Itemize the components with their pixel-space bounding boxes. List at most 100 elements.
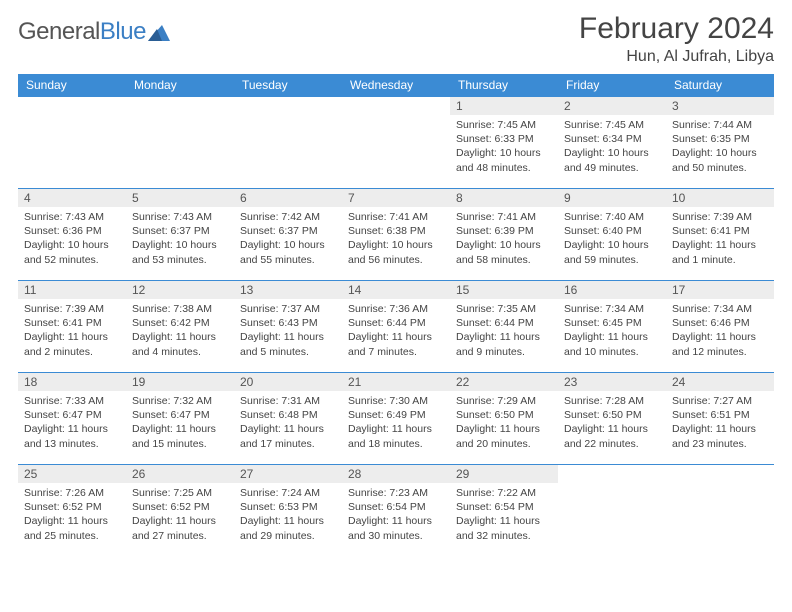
- day-content: Sunrise: 7:45 AMSunset: 6:34 PMDaylight:…: [558, 115, 666, 181]
- day-number: 1: [450, 97, 558, 115]
- weekday-header: Monday: [126, 74, 234, 97]
- calendar-cell: 18Sunrise: 7:33 AMSunset: 6:47 PMDayligh…: [18, 373, 126, 465]
- calendar-cell: 10Sunrise: 7:39 AMSunset: 6:41 PMDayligh…: [666, 189, 774, 281]
- day-number: 16: [558, 281, 666, 299]
- day-content: Sunrise: 7:34 AMSunset: 6:45 PMDaylight:…: [558, 299, 666, 365]
- day-number: 12: [126, 281, 234, 299]
- calendar-cell: 28Sunrise: 7:23 AMSunset: 6:54 PMDayligh…: [342, 465, 450, 557]
- calendar-cell: 9Sunrise: 7:40 AMSunset: 6:40 PMDaylight…: [558, 189, 666, 281]
- day-content: Sunrise: 7:40 AMSunset: 6:40 PMDaylight:…: [558, 207, 666, 273]
- day-content: Sunrise: 7:43 AMSunset: 6:36 PMDaylight:…: [18, 207, 126, 273]
- day-number: 22: [450, 373, 558, 391]
- calendar-cell: 26Sunrise: 7:25 AMSunset: 6:52 PMDayligh…: [126, 465, 234, 557]
- day-number: 20: [234, 373, 342, 391]
- day-number: 10: [666, 189, 774, 207]
- brand-triangle-icon: [148, 23, 170, 41]
- day-number: 14: [342, 281, 450, 299]
- day-content: Sunrise: 7:22 AMSunset: 6:54 PMDaylight:…: [450, 483, 558, 549]
- calendar-table: SundayMondayTuesdayWednesdayThursdayFrid…: [18, 74, 774, 557]
- calendar-cell: [126, 97, 234, 189]
- calendar-cell: [234, 97, 342, 189]
- calendar-row: 25Sunrise: 7:26 AMSunset: 6:52 PMDayligh…: [18, 465, 774, 557]
- calendar-cell: 1Sunrise: 7:45 AMSunset: 6:33 PMDaylight…: [450, 97, 558, 189]
- day-content: Sunrise: 7:39 AMSunset: 6:41 PMDaylight:…: [666, 207, 774, 273]
- day-content: Sunrise: 7:30 AMSunset: 6:49 PMDaylight:…: [342, 391, 450, 457]
- day-content: Sunrise: 7:44 AMSunset: 6:35 PMDaylight:…: [666, 115, 774, 181]
- calendar-cell: 3Sunrise: 7:44 AMSunset: 6:35 PMDaylight…: [666, 97, 774, 189]
- day-content: Sunrise: 7:43 AMSunset: 6:37 PMDaylight:…: [126, 207, 234, 273]
- calendar-cell: 17Sunrise: 7:34 AMSunset: 6:46 PMDayligh…: [666, 281, 774, 373]
- calendar-cell: 8Sunrise: 7:41 AMSunset: 6:39 PMDaylight…: [450, 189, 558, 281]
- weekday-header: Sunday: [18, 74, 126, 97]
- calendar-cell: 20Sunrise: 7:31 AMSunset: 6:48 PMDayligh…: [234, 373, 342, 465]
- calendar-cell: 23Sunrise: 7:28 AMSunset: 6:50 PMDayligh…: [558, 373, 666, 465]
- day-content: Sunrise: 7:28 AMSunset: 6:50 PMDaylight:…: [558, 391, 666, 457]
- calendar-cell: 22Sunrise: 7:29 AMSunset: 6:50 PMDayligh…: [450, 373, 558, 465]
- day-content: Sunrise: 7:24 AMSunset: 6:53 PMDaylight:…: [234, 483, 342, 549]
- day-number: 6: [234, 189, 342, 207]
- weekday-header: Friday: [558, 74, 666, 97]
- month-title: February 2024: [579, 12, 774, 46]
- calendar-cell: 4Sunrise: 7:43 AMSunset: 6:36 PMDaylight…: [18, 189, 126, 281]
- day-number: 19: [126, 373, 234, 391]
- calendar-row: 11Sunrise: 7:39 AMSunset: 6:41 PMDayligh…: [18, 281, 774, 373]
- calendar-cell: 7Sunrise: 7:41 AMSunset: 6:38 PMDaylight…: [342, 189, 450, 281]
- calendar-cell: 19Sunrise: 7:32 AMSunset: 6:47 PMDayligh…: [126, 373, 234, 465]
- title-block: February 2024 Hun, Al Jufrah, Libya: [579, 12, 774, 66]
- day-content: Sunrise: 7:41 AMSunset: 6:38 PMDaylight:…: [342, 207, 450, 273]
- day-number: 4: [18, 189, 126, 207]
- calendar-cell: 27Sunrise: 7:24 AMSunset: 6:53 PMDayligh…: [234, 465, 342, 557]
- day-content: Sunrise: 7:39 AMSunset: 6:41 PMDaylight:…: [18, 299, 126, 365]
- day-content: Sunrise: 7:25 AMSunset: 6:52 PMDaylight:…: [126, 483, 234, 549]
- calendar-cell: 15Sunrise: 7:35 AMSunset: 6:44 PMDayligh…: [450, 281, 558, 373]
- day-number: 29: [450, 465, 558, 483]
- day-content: Sunrise: 7:45 AMSunset: 6:33 PMDaylight:…: [450, 115, 558, 181]
- brand-logo: GeneralBlue: [18, 18, 170, 46]
- day-number: 28: [342, 465, 450, 483]
- day-number: 2: [558, 97, 666, 115]
- location: Hun, Al Jufrah, Libya: [579, 48, 774, 66]
- day-number: 26: [126, 465, 234, 483]
- calendar-cell: 13Sunrise: 7:37 AMSunset: 6:43 PMDayligh…: [234, 281, 342, 373]
- day-content: Sunrise: 7:29 AMSunset: 6:50 PMDaylight:…: [450, 391, 558, 457]
- day-content: Sunrise: 7:34 AMSunset: 6:46 PMDaylight:…: [666, 299, 774, 365]
- calendar-cell: [18, 97, 126, 189]
- day-number: 7: [342, 189, 450, 207]
- weekday-header-row: SundayMondayTuesdayWednesdayThursdayFrid…: [18, 74, 774, 97]
- day-content: Sunrise: 7:37 AMSunset: 6:43 PMDaylight:…: [234, 299, 342, 365]
- weekday-header: Tuesday: [234, 74, 342, 97]
- day-number: 8: [450, 189, 558, 207]
- day-content: Sunrise: 7:32 AMSunset: 6:47 PMDaylight:…: [126, 391, 234, 457]
- day-number: 17: [666, 281, 774, 299]
- calendar-cell: 12Sunrise: 7:38 AMSunset: 6:42 PMDayligh…: [126, 281, 234, 373]
- brand-part1: General: [18, 18, 100, 45]
- day-number: 25: [18, 465, 126, 483]
- brand-text: GeneralBlue: [18, 18, 146, 46]
- day-content: Sunrise: 7:35 AMSunset: 6:44 PMDaylight:…: [450, 299, 558, 365]
- weekday-header: Wednesday: [342, 74, 450, 97]
- calendar-cell: 25Sunrise: 7:26 AMSunset: 6:52 PMDayligh…: [18, 465, 126, 557]
- header: GeneralBlue February 2024 Hun, Al Jufrah…: [18, 12, 774, 66]
- day-number: 23: [558, 373, 666, 391]
- day-number: 21: [342, 373, 450, 391]
- calendar-body: 1Sunrise: 7:45 AMSunset: 6:33 PMDaylight…: [18, 97, 774, 557]
- day-content: Sunrise: 7:26 AMSunset: 6:52 PMDaylight:…: [18, 483, 126, 549]
- day-number: 11: [18, 281, 126, 299]
- day-number: 13: [234, 281, 342, 299]
- weekday-header: Saturday: [666, 74, 774, 97]
- day-content: Sunrise: 7:36 AMSunset: 6:44 PMDaylight:…: [342, 299, 450, 365]
- day-number: 18: [18, 373, 126, 391]
- day-content: Sunrise: 7:42 AMSunset: 6:37 PMDaylight:…: [234, 207, 342, 273]
- day-content: Sunrise: 7:23 AMSunset: 6:54 PMDaylight:…: [342, 483, 450, 549]
- calendar-cell: 6Sunrise: 7:42 AMSunset: 6:37 PMDaylight…: [234, 189, 342, 281]
- calendar-row: 4Sunrise: 7:43 AMSunset: 6:36 PMDaylight…: [18, 189, 774, 281]
- day-content: Sunrise: 7:27 AMSunset: 6:51 PMDaylight:…: [666, 391, 774, 457]
- calendar-cell: 5Sunrise: 7:43 AMSunset: 6:37 PMDaylight…: [126, 189, 234, 281]
- day-content: Sunrise: 7:33 AMSunset: 6:47 PMDaylight:…: [18, 391, 126, 457]
- day-number: 27: [234, 465, 342, 483]
- calendar-cell: 14Sunrise: 7:36 AMSunset: 6:44 PMDayligh…: [342, 281, 450, 373]
- calendar-cell: 11Sunrise: 7:39 AMSunset: 6:41 PMDayligh…: [18, 281, 126, 373]
- calendar-cell: 24Sunrise: 7:27 AMSunset: 6:51 PMDayligh…: [666, 373, 774, 465]
- day-number: 9: [558, 189, 666, 207]
- calendar-cell: [558, 465, 666, 557]
